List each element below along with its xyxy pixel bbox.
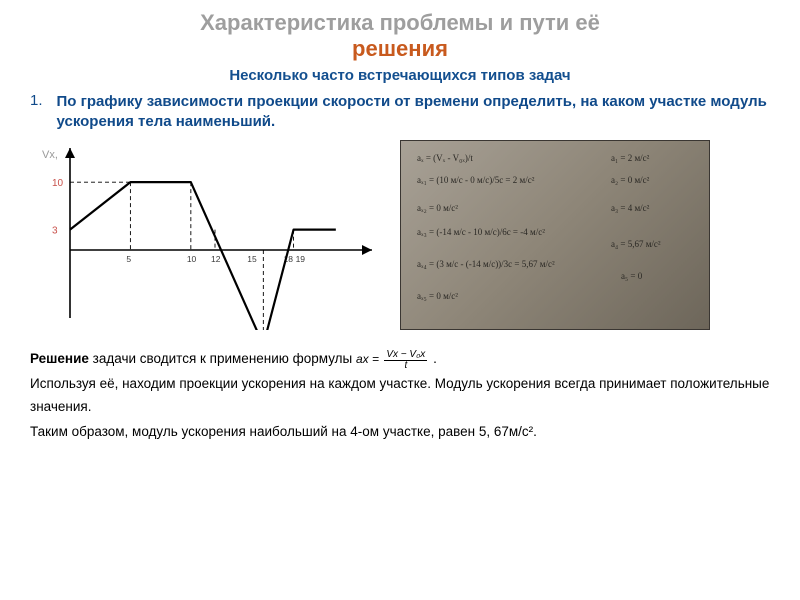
svg-text:12: 12 [211,254,221,264]
solution-line-3: Таким образом, модуль ускорения наибольш… [30,421,770,444]
solution-line1b: . [429,351,437,366]
velocity-chart: Vx,31051012151819 [30,140,380,330]
slide: Характеристика проблемы и пути её решени… [0,0,800,600]
svg-text:5: 5 [126,254,131,264]
handwritten-equation: aₓ = (Vₓ - V₀ₓ)/t [417,153,473,163]
formula-fraction: Vx − V₀xt [384,350,427,371]
handwritten-equation: a₅ = 0 [621,271,642,281]
solution-label: Решение [30,351,89,366]
solution-line1a: задачи сводится к применению формулы [89,351,356,366]
solution-line-1: Решение задачи сводится к применению фор… [30,348,770,371]
task-number: 1. [30,92,43,109]
svg-text:15: 15 [247,254,257,264]
svg-text:10: 10 [187,254,197,264]
slide-subtitle: Несколько часто встречающихся типов зада… [30,67,770,84]
handwritten-equation: aₓ₂ = 0 м/c² [417,203,458,213]
handwritten-photo: aₓ = (Vₓ - V₀ₓ)/t aₓ₁ = (10 м/с - 0 м/с)/… [400,140,710,330]
title-line2: решения [352,36,448,61]
task-item: 1. По графику зависимости проекции скоро… [30,92,770,133]
formula-lhs: ax = [356,352,382,366]
solution-line-2: Используя её, находим проекции ускорения… [30,373,770,419]
handwritten-equation: aₓ₄ = (3 м/с - (-14 м/с))/3c = 5,67 м/c² [417,259,555,269]
chart-svg: Vx,31051012151819 [30,140,380,330]
handwritten-equation: a₃ = 4 м/c² [611,203,649,213]
handwritten-equation: aₓ₃ = (-14 м/с - 10 м/с)/6c = -4 м/c² [417,227,545,237]
svg-text:10: 10 [52,178,64,189]
handwritten-equation: a₄ = 5,67 м/c² [611,239,661,249]
content-row: Vx,31051012151819 aₓ = (Vₓ - V₀ₓ)/taₓ₁ =… [30,140,770,330]
solution-block: Решение задачи сводится к применению фор… [30,348,770,444]
handwritten-equation: aₓ₁ = (10 м/с - 0 м/с)/5c = 2 м/c² [417,175,534,185]
slide-title: Характеристика проблемы и пути её решени… [30,10,770,63]
title-line1: Характеристика проблемы и пути её [200,10,600,35]
svg-text:3: 3 [52,226,58,237]
svg-text:19: 19 [296,254,306,264]
task-text: По графику зависимости проекции скорости… [57,92,770,133]
solution-formula: ax = Vx − V₀xt [356,352,429,366]
formula-num: Vx − V₀x [384,350,427,361]
formula-den: t [384,361,427,371]
handwritten-equation: aₓ₅ = 0 м/c² [417,291,458,301]
svg-text:Vx,: Vx, [42,149,58,161]
handwritten-equation: a₁ = 2 м/c² [611,153,649,163]
handwritten-equation: a₂ = 0 м/c² [611,175,649,185]
